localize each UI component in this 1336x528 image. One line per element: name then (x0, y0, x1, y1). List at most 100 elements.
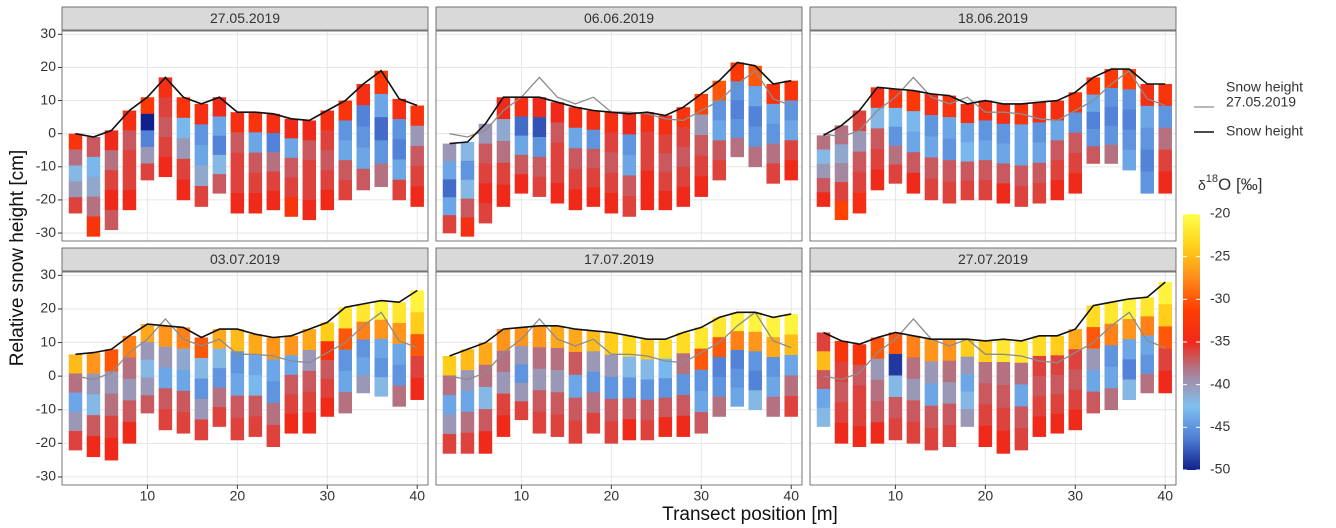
segment (302, 140, 317, 161)
segment (784, 140, 798, 161)
segment (712, 317, 727, 338)
segment (640, 112, 655, 132)
segment (1068, 173, 1083, 194)
segment (514, 345, 529, 365)
segment (870, 87, 885, 109)
segment (356, 83, 370, 106)
segment (640, 170, 655, 191)
segment (1122, 339, 1136, 360)
segment (586, 412, 601, 434)
segment (122, 335, 137, 358)
segment (816, 149, 831, 165)
segment (942, 360, 957, 383)
segment (410, 145, 424, 167)
segment (514, 174, 529, 194)
segment (212, 97, 227, 117)
segment (104, 209, 119, 231)
segment (1158, 105, 1172, 129)
segment (194, 378, 209, 400)
segment (478, 203, 493, 224)
segment (338, 370, 353, 393)
segment (852, 172, 867, 193)
segment (1068, 329, 1083, 350)
colorbar (1183, 214, 1200, 470)
y-tick-label: 30 (40, 266, 56, 282)
segment (1068, 112, 1083, 133)
segment (140, 97, 155, 115)
segment (410, 334, 424, 357)
segment (248, 152, 263, 174)
segment (978, 160, 993, 181)
segment (140, 113, 155, 131)
segment (338, 120, 353, 141)
segment (1104, 366, 1118, 389)
segment (86, 373, 101, 395)
segment (158, 388, 173, 410)
segment (1140, 127, 1154, 150)
segment (676, 127, 691, 148)
segment (658, 153, 673, 173)
segment (784, 334, 798, 356)
segment (194, 419, 209, 441)
segment (694, 135, 709, 156)
segment (158, 117, 173, 138)
segment (816, 178, 831, 193)
segment (442, 355, 457, 376)
segment (1158, 149, 1172, 172)
segment (122, 110, 137, 131)
segment (1104, 106, 1118, 127)
segment (212, 174, 227, 194)
segment (924, 178, 939, 201)
segment (158, 136, 173, 158)
segment (978, 140, 993, 161)
segment (978, 425, 993, 448)
segment (906, 378, 921, 401)
segment (730, 387, 744, 407)
segment (960, 180, 975, 201)
segment (622, 134, 637, 156)
segment (442, 179, 457, 198)
segment (230, 112, 245, 133)
segment (1050, 100, 1065, 121)
segment (392, 139, 406, 160)
colorbar-tick-label: -45 (1210, 418, 1230, 434)
segment (1068, 92, 1083, 113)
segment (978, 180, 993, 201)
segment (906, 90, 921, 112)
segment (816, 192, 831, 207)
legend-label: Snow height (1226, 123, 1303, 139)
segment (410, 186, 424, 207)
segment (550, 370, 565, 393)
segment (852, 192, 867, 214)
segment (176, 369, 191, 392)
segment (284, 138, 299, 159)
segment (68, 373, 83, 393)
segment (122, 170, 137, 191)
segment (176, 327, 191, 349)
segment (888, 353, 903, 376)
segment (194, 186, 209, 207)
segment (410, 166, 424, 187)
segment (158, 367, 173, 389)
segment (266, 190, 281, 211)
segment (496, 329, 511, 351)
x-tick-label: 20 (978, 488, 994, 504)
segment (852, 385, 867, 407)
segment (622, 175, 637, 197)
segment (996, 183, 1011, 204)
segment (392, 98, 406, 120)
segment (604, 398, 619, 422)
segment (748, 370, 762, 391)
segment (1140, 354, 1154, 375)
segment (1050, 335, 1065, 356)
segment (374, 93, 388, 118)
segment (852, 131, 867, 152)
segment (374, 319, 388, 340)
segment (870, 401, 885, 423)
segment (1032, 376, 1047, 397)
segment (1032, 416, 1047, 437)
segment (1014, 384, 1029, 407)
segment (1122, 109, 1136, 131)
segment (834, 361, 849, 383)
segment (460, 141, 475, 162)
